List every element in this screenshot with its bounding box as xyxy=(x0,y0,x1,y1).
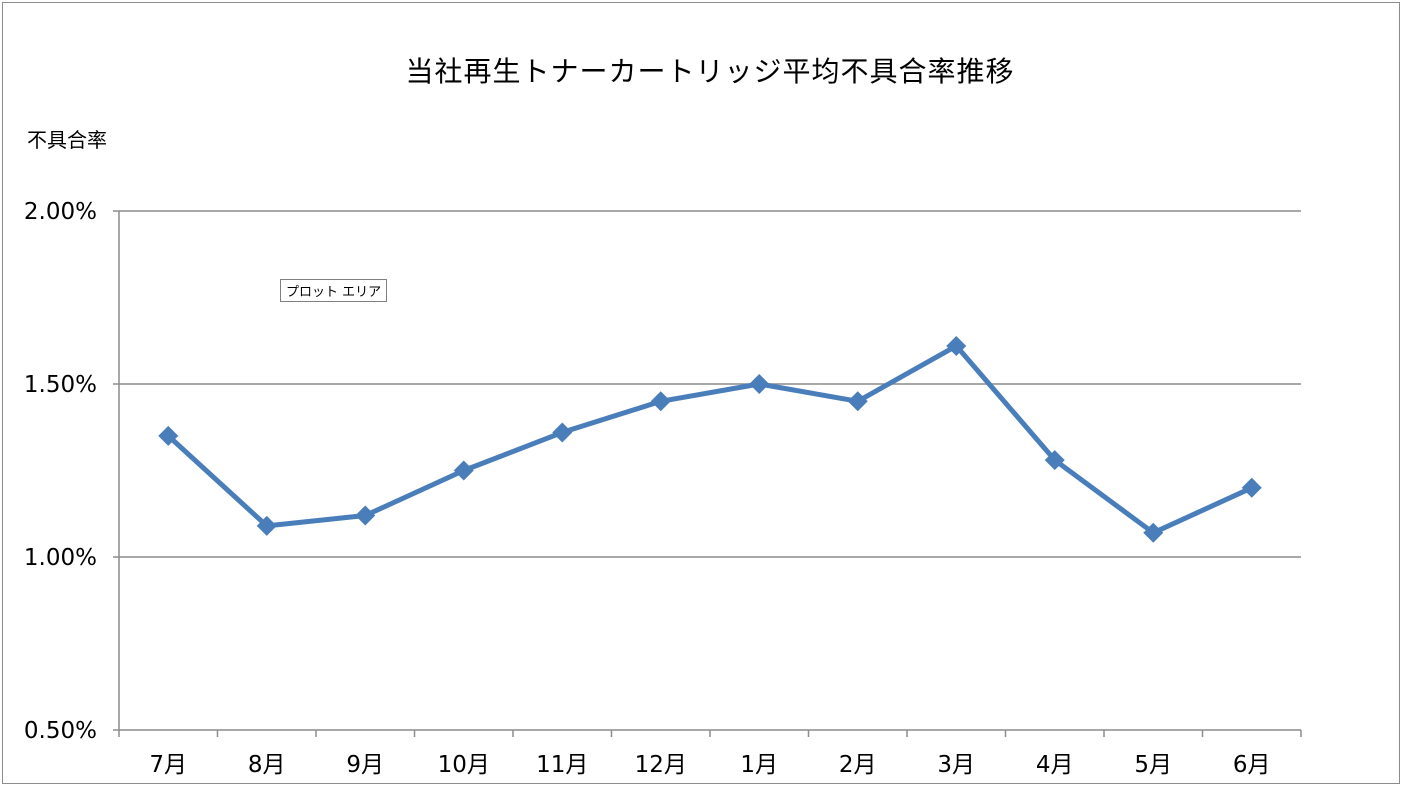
data-point-8 xyxy=(946,335,967,356)
data-point-5 xyxy=(650,391,671,412)
data-point-1 xyxy=(256,515,277,536)
series-line-0 xyxy=(165,343,1255,536)
x-tick-label-7: 2月 xyxy=(839,752,877,778)
y-tick-label-1: 1.00% xyxy=(24,545,97,571)
data-point-6 xyxy=(749,374,770,394)
x-tick-label-8: 3月 xyxy=(937,752,975,778)
plot-area-tooltip: プロット エリア xyxy=(280,279,388,302)
data-point-9 xyxy=(1044,450,1065,471)
x-tick-label-3: 10月 xyxy=(438,752,490,778)
chart-title: 当社再生トナーカートリッジ平均不具合率推移 xyxy=(405,55,1015,88)
x-tick-label-4: 11月 xyxy=(536,752,588,778)
x-tick-label-1: 8月 xyxy=(248,752,286,778)
data-point-2 xyxy=(355,505,376,526)
x-tick-label-5: 12月 xyxy=(635,752,687,778)
x-tick-label-9: 4月 xyxy=(1036,752,1074,778)
data-point-0 xyxy=(158,425,179,446)
y-tick-label-3: 2.00% xyxy=(24,199,97,225)
data-point-3 xyxy=(453,460,474,481)
data-point-11 xyxy=(1241,477,1262,498)
x-tick-label-10: 5月 xyxy=(1134,752,1172,778)
data-point-10 xyxy=(1143,522,1164,543)
x-tick-label-6: 1月 xyxy=(740,752,778,778)
y-tick-label-0: 0.50% xyxy=(24,718,97,744)
x-tick-label-0: 7月 xyxy=(149,752,187,778)
data-point-4 xyxy=(552,422,573,443)
y-tick-label-2: 1.50% xyxy=(24,372,97,398)
y-axis-title: 不具合率 xyxy=(27,128,107,152)
x-tick-label-2: 9月 xyxy=(346,752,384,778)
data-point-7 xyxy=(847,391,868,412)
x-tick-label-11: 6月 xyxy=(1233,752,1271,778)
